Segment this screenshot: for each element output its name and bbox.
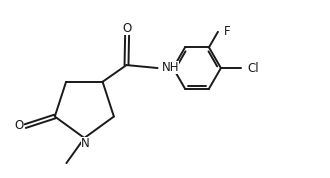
Text: Cl: Cl [248,62,259,75]
Text: N: N [81,137,90,150]
Text: O: O [122,22,132,35]
Text: F: F [224,25,231,38]
Text: O: O [15,119,24,132]
Text: NH: NH [162,61,179,74]
